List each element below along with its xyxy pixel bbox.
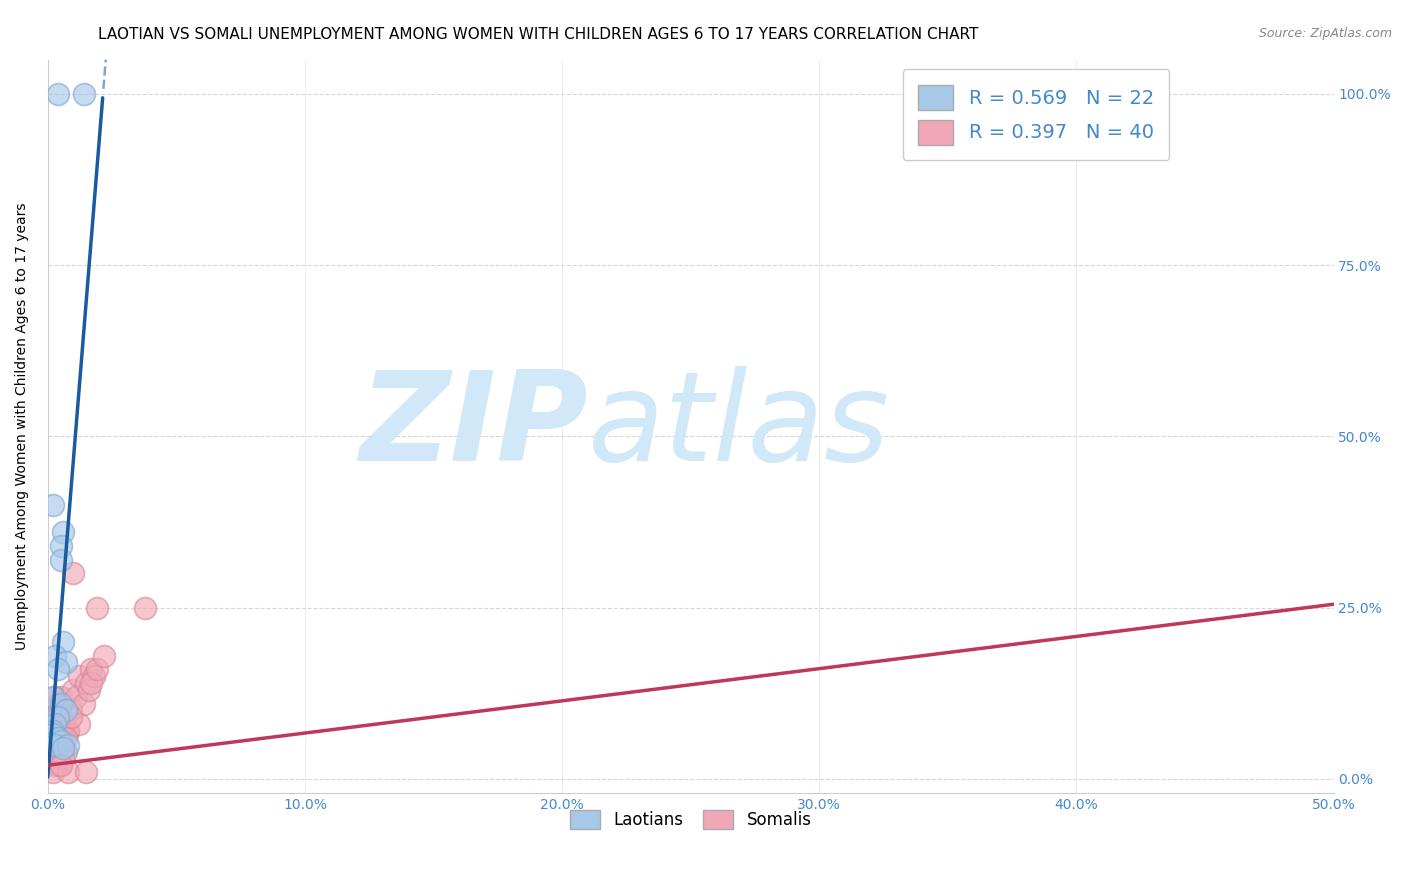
Point [134,600,156,615]
Point [49,697,72,711]
Point [46,87,69,101]
Point [52,751,75,765]
Point [62,682,84,697]
Text: ZIP: ZIP [359,366,588,487]
Point [75,676,97,690]
Point [42,751,65,765]
Point [52,635,75,649]
Point [86,600,108,615]
Point [46,745,69,759]
Point [55,731,77,745]
Text: LAOTIAN VS SOMALI UNEMPLOYMENT AMONG WOMEN WITH CHILDREN AGES 6 TO 17 YEARS CORR: LAOTIAN VS SOMALI UNEMPLOYMENT AMONG WOM… [98,27,979,42]
Point [44,758,66,772]
Point [58,738,80,752]
Point [67,669,90,683]
Point [49,539,72,553]
Point [46,731,69,745]
Y-axis label: Unemployment Among Women with Children Ages 6 to 17 years: Unemployment Among Women with Children A… [15,202,30,650]
Point [52,525,75,540]
Point [42,727,65,741]
Point [59,710,82,724]
Point [44,703,66,717]
Text: atlas: atlas [588,366,890,487]
Point [46,710,69,724]
Point [55,703,77,717]
Point [58,765,80,780]
Point [49,738,72,752]
Point [42,498,65,512]
Point [46,758,69,772]
Point [49,552,72,566]
Point [55,745,77,759]
Point [42,724,65,739]
Point [52,741,75,756]
Point [86,662,108,676]
Point [93,648,115,663]
Point [62,566,84,581]
Point [44,717,66,731]
Point [42,690,65,704]
Point [44,738,66,752]
Point [73,697,96,711]
Point [58,724,80,739]
Point [49,690,72,704]
Point [44,690,66,704]
Point [46,662,69,676]
Point [58,724,80,739]
Point [55,656,77,670]
Text: Source: ZipAtlas.com: Source: ZipAtlas.com [1258,27,1392,40]
Point [83,669,105,683]
Point [52,738,75,752]
Point [59,703,82,717]
Point [75,765,97,780]
Point [49,734,72,748]
Point [42,765,65,780]
Point [67,717,90,731]
Point [49,710,72,724]
Point [80,662,103,676]
Legend: Laotians, Somalis: Laotians, Somalis [564,803,818,836]
Point [73,87,96,101]
Point [49,758,72,772]
Point [44,648,66,663]
Point [52,717,75,731]
Point [46,717,69,731]
Point [77,682,100,697]
Point [46,731,69,745]
Point [80,676,103,690]
Point [46,697,69,711]
Point [65,690,87,704]
